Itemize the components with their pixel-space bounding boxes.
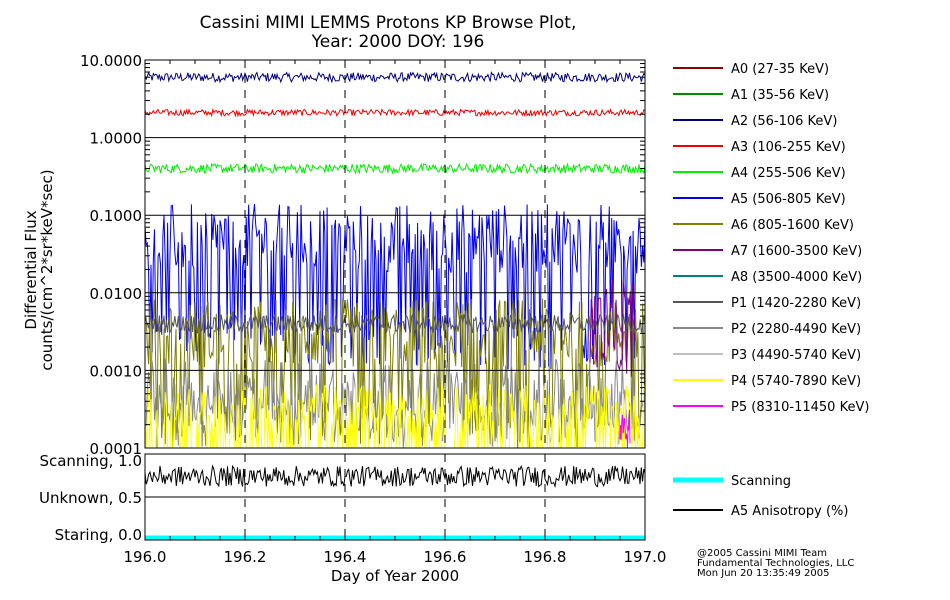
- x-tick-label-4: 196.8: [524, 548, 567, 566]
- legend: A0 (27-35 KeV) A1 (35-56 KeV) A2 (56-106 K…: [673, 62, 869, 519]
- chart-title-line1: Cassini MIMI LEMMS Protons KP Browse Plo…: [200, 13, 577, 33]
- credit-line3: Mon Jun 20 13:35:49 2005: [697, 568, 830, 579]
- legend-label-2: A2 (56-106 KeV): [731, 114, 837, 129]
- x-axis-label: Day of Year 2000: [331, 567, 459, 585]
- y-axis-label-line2: counts/(cm^2*sr*keV*sec): [38, 169, 56, 370]
- legend-label-0: A0 (27-35 KeV): [731, 62, 829, 77]
- series-line-3: [144, 107, 646, 118]
- y-tick-label-1: 1.0000: [90, 130, 143, 148]
- main-panel-data: [144, 71, 646, 449]
- mode-legend-label-0: Scanning: [731, 474, 791, 489]
- x-tick-label-3: 196.6: [424, 548, 467, 566]
- gridlines: [145, 59, 645, 540]
- legend-label-7: A7 (1600-3500 KeV): [731, 244, 862, 259]
- mode-y-label-2: Staring, 0.0: [55, 526, 142, 544]
- y-tick-label-2: 0.1000: [90, 207, 143, 225]
- series-line-9: [144, 312, 646, 334]
- y-tick-label-4: 0.0010: [90, 362, 143, 380]
- y-tick-label-0: 10.0000: [80, 52, 142, 70]
- legend-label-9: P1 (1420-2280 KeV): [731, 296, 861, 311]
- legend-label-13: P5 (8310-11450 KeV): [731, 400, 869, 415]
- series-line-2: [144, 71, 646, 84]
- mode-y-label-1: Unknown, 0.5: [39, 489, 142, 507]
- series-line-13: [619, 409, 631, 449]
- legend-label-12: P4 (5740-7890 KeV): [731, 374, 861, 389]
- x-tick-label-1: 196.2: [224, 548, 267, 566]
- legend-label-6: A6 (805-1600 KeV): [731, 218, 854, 233]
- mode-panel-data: [144, 464, 646, 541]
- axis-ticks: 10.0000 1.0000 0.1000 0.0100 0.0010 0.0001Sca…: [39, 52, 667, 566]
- chart-title-line2: Year: 2000 DOY: 196: [311, 32, 485, 52]
- legend-label-10: P2 (2280-4490 KeV): [731, 322, 861, 337]
- x-tick-label-2: 196.4: [324, 548, 367, 566]
- y-tick-label-5: 0.0001: [90, 440, 143, 458]
- x-tick-label-0: 196.0: [124, 548, 167, 566]
- mode-series-anisotropy: [144, 464, 646, 489]
- legend-label-11: P3 (4490-5740 KeV): [731, 348, 861, 363]
- legend-label-4: A4 (255-506 KeV): [731, 166, 846, 181]
- y-axis-label-line1: Differential Flux: [22, 210, 40, 329]
- credit-line1: @2005 Cassini MIMI Team: [697, 548, 827, 559]
- legend-label-3: A3 (106-255 KeV): [731, 140, 846, 155]
- credit-line2: Fundamental Technologies, LLC: [697, 558, 854, 569]
- legend-label-1: A1 (35-56 KeV): [731, 88, 829, 103]
- legend-label-5: A5 (506-805 KeV): [731, 192, 846, 207]
- mode-legend-label-1: A5 Anisotropy (%): [731, 504, 848, 519]
- mode-y-label-0: Scanning, 1.0: [39, 452, 142, 470]
- legend-label-8: A8 (3500-4000 KeV): [731, 270, 862, 285]
- y-tick-label-3: 0.0100: [90, 285, 143, 303]
- x-tick-label-5: 197.0: [624, 548, 667, 566]
- series-line-5: [144, 203, 646, 370]
- series-line-4: [144, 162, 646, 175]
